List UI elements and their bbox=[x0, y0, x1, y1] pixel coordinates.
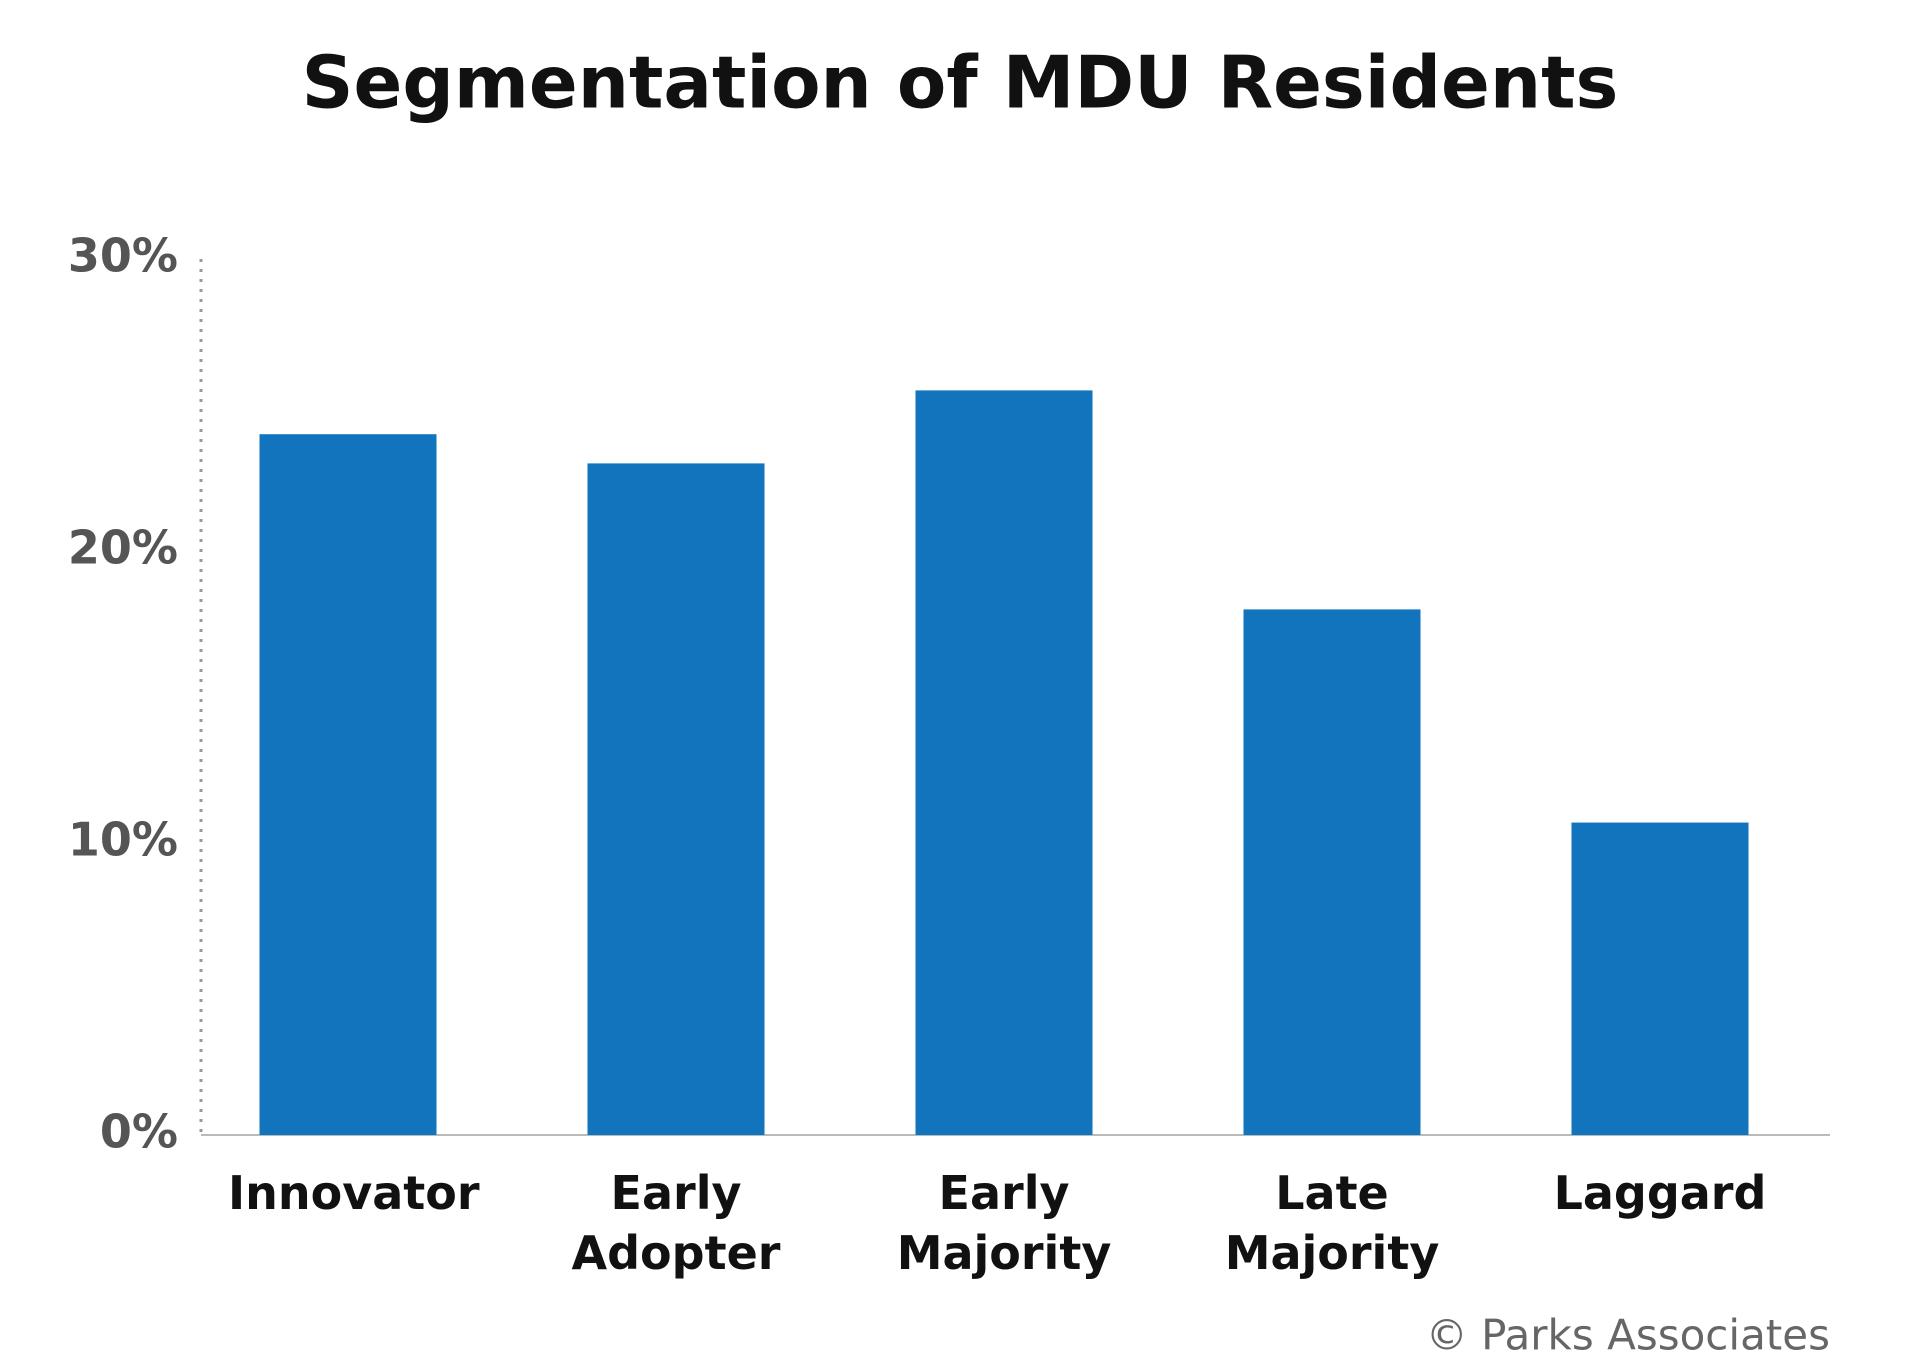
x-tick-label: Laggard bbox=[1553, 1166, 1767, 1220]
x-tick-label: Early Adopter bbox=[571, 1166, 781, 1280]
bar bbox=[1571, 822, 1749, 1135]
y-tick-label: 10% bbox=[68, 813, 178, 867]
bar bbox=[259, 434, 437, 1135]
bar bbox=[1243, 609, 1421, 1135]
y-tick-label: 0% bbox=[100, 1105, 178, 1159]
source-note: © Parks Associates bbox=[1426, 1311, 1830, 1360]
bar bbox=[915, 390, 1093, 1135]
x-tick-label: Late Majority bbox=[1224, 1166, 1440, 1280]
x-tick-label: Innovator bbox=[228, 1166, 480, 1220]
bar bbox=[587, 463, 765, 1135]
y-tick-label: 30% bbox=[68, 229, 178, 283]
y-tick-label: 20% bbox=[68, 521, 178, 575]
chart-title: Segmentation of MDU Residents bbox=[302, 41, 1619, 125]
x-tick-label: Early Majority bbox=[896, 1166, 1112, 1280]
